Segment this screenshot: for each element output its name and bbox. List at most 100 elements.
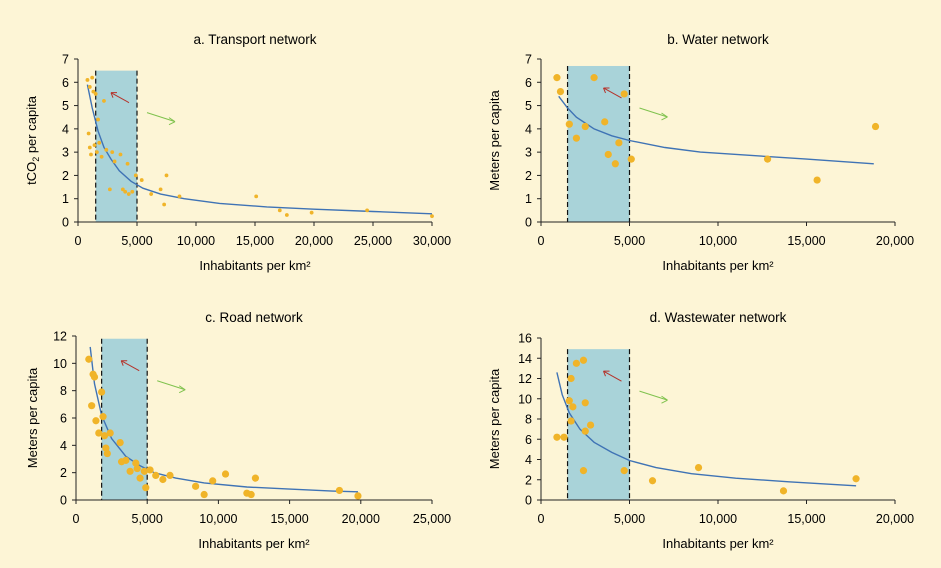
data-point [92,143,97,148]
y-axis-label: Meters per capita [25,367,40,468]
y-tick-label: 1 [525,192,532,206]
data-point [277,208,282,213]
data-point [92,417,100,425]
data-point [98,388,106,396]
data-point [99,413,107,421]
data-point [126,192,131,196]
data-point [102,444,110,452]
chart-panel-1: 0 5,000 10,000 15,000 20,000 25,000 30,000 0 1 2 3… [24,32,451,273]
data-point [560,433,568,441]
data-point [247,490,255,499]
x-tick-label: 20,000 [876,234,914,248]
x-tick-label: 0 [75,234,82,248]
y-tick-label: 16 [518,332,532,346]
y-tick-label: 7 [525,53,532,67]
x-tick-label: 5,000 [121,234,152,248]
data-point [565,120,573,128]
y-tick-label: 8 [525,413,532,427]
y-tick-label: 0 [62,216,69,230]
down-arrow [639,390,668,401]
data-point [87,85,92,89]
chart-panel-3: 0 5,000 10,000 15,000 20,000 25,000 0 2 4 6 8 10 12 c… [25,310,451,551]
data-point [96,117,100,122]
data-point [620,90,628,98]
y-tick-label: 4 [60,439,67,453]
data-point [140,467,148,475]
up-arrow-head [110,92,117,98]
data-point [159,475,167,484]
down-arrow [157,380,186,391]
data-point [166,471,174,479]
data-point [590,74,598,82]
data-point [125,161,130,166]
y-tick-label: 6 [62,76,69,90]
x-tick-label: 10,000 [177,234,215,248]
data-point [149,192,154,196]
data-point [581,427,589,435]
data-point [553,433,561,441]
data-point [586,421,595,429]
highlight-band [95,70,137,223]
x-tick-label: 10,000 [699,512,737,526]
data-point [221,470,230,478]
data-point [152,471,160,479]
data-point [85,78,90,82]
data-point [553,74,561,82]
x-tick-label: 0 [538,234,545,248]
data-point [579,467,588,475]
x-tick-label: 30,000 [413,234,451,248]
y-tick-label: 3 [62,146,69,160]
data-point [132,459,140,467]
data-point [620,467,628,475]
data-point [200,490,208,499]
data-point [86,131,91,136]
y-tick-label: 10 [518,392,532,406]
data-point [284,213,289,217]
x-tick-label: 15,000 [787,234,825,248]
data-point [572,359,581,367]
data-point [177,194,182,199]
data-point [567,417,575,425]
y-tick-label: 0 [60,494,67,508]
x-tick-label: 15,000 [236,234,274,248]
data-point [209,477,217,485]
data-point [158,187,163,192]
y-tick-label: 12 [53,330,67,344]
y-tick-label: 2 [525,169,532,183]
data-point [611,160,619,168]
data-point [100,432,109,440]
data-point [97,140,102,145]
data-point [556,88,565,96]
y-tick-label: 0 [525,216,532,230]
data-point [572,134,581,142]
data-point [254,194,259,199]
data-point [871,122,880,131]
data-point [335,486,344,495]
x-tick-label: 5,000 [132,512,163,526]
data-point [251,474,260,482]
data-point [601,118,609,126]
highlight-band [567,349,630,500]
data-point [94,150,99,155]
data-point [123,189,128,194]
down-arrow-head [168,117,176,126]
x-tick-label: 20,000 [876,512,914,526]
up-arrow [120,360,140,372]
y-tick-label: 12 [518,372,532,386]
data-point [126,467,134,475]
chart-panel-2: 0 5,000 10,000 15,000 20,000 0 1 2 3 4 5 6 7 b. Water… [487,32,914,273]
data-point [136,474,144,482]
data-point [89,152,93,157]
data-point [354,492,362,500]
up-arrow [603,87,622,99]
data-point [579,356,588,364]
up-arrow [603,370,622,382]
data-point [615,139,623,147]
y-tick-label: 8 [60,384,67,398]
data-point [130,189,135,194]
up-arrow-head [120,360,128,366]
data-point [106,429,114,437]
x-tick-label: 15,000 [270,512,308,526]
data-point [87,145,92,150]
